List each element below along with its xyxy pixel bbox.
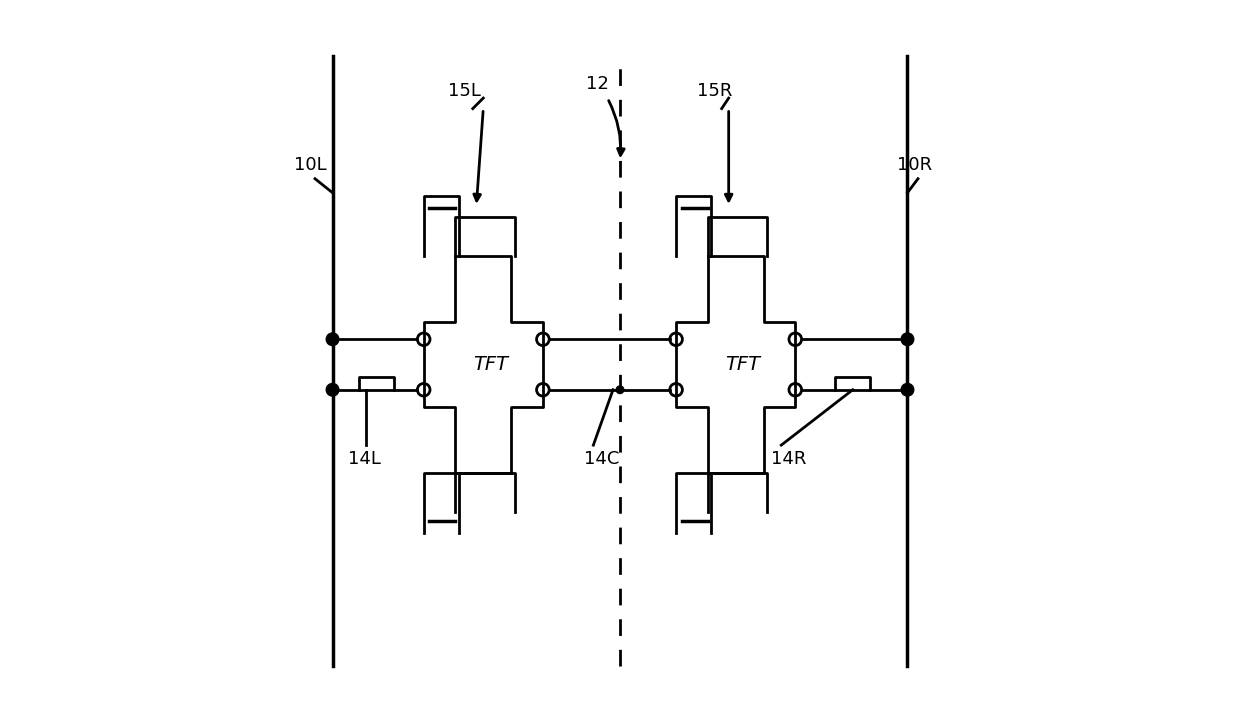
- Text: 15R: 15R: [697, 82, 733, 100]
- Text: 14C: 14C: [584, 450, 619, 468]
- Circle shape: [616, 386, 624, 393]
- Text: TFT: TFT: [725, 355, 760, 374]
- Text: 15L: 15L: [448, 82, 481, 100]
- Circle shape: [326, 333, 339, 345]
- Text: 10L: 10L: [294, 156, 326, 174]
- Circle shape: [901, 383, 914, 396]
- Text: 12: 12: [587, 75, 609, 93]
- Circle shape: [326, 383, 339, 396]
- Text: TFT: TFT: [472, 355, 508, 374]
- Text: 14L: 14L: [348, 450, 381, 468]
- Text: 10R: 10R: [897, 156, 932, 174]
- Text: 14R: 14R: [771, 450, 806, 468]
- Circle shape: [901, 333, 914, 345]
